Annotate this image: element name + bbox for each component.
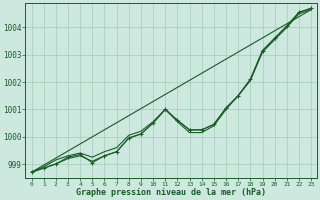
X-axis label: Graphe pression niveau de la mer (hPa): Graphe pression niveau de la mer (hPa) xyxy=(76,188,266,197)
